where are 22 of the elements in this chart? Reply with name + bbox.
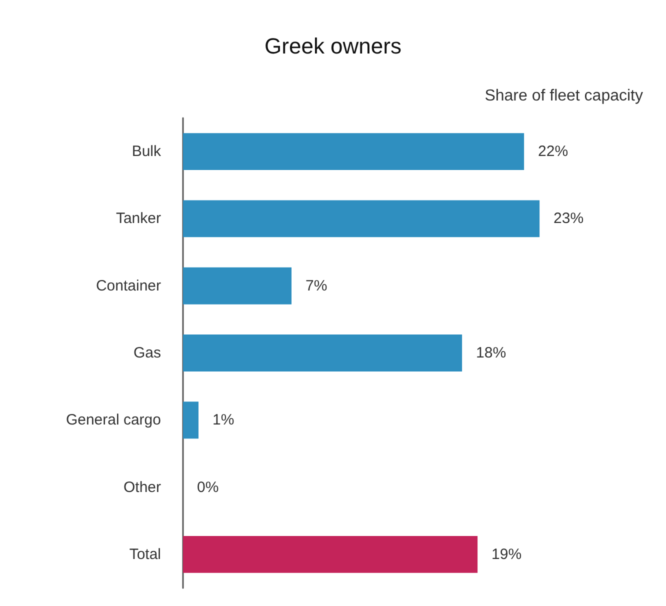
y-tick-label: Total [129, 546, 161, 563]
y-tick-label: General cargo [66, 412, 161, 429]
chart-title: Greek owners [264, 34, 402, 58]
bar [183, 200, 540, 238]
y-tick-label: Other [123, 478, 162, 496]
y-tick-label: Gas [133, 344, 161, 362]
data-label: 1% [212, 412, 234, 429]
data-label: 0% [197, 478, 219, 496]
data-label: 23% [554, 210, 584, 228]
bar [183, 402, 199, 439]
bar [183, 133, 524, 170]
x-axis-title: Share of fleet capacity [484, 88, 643, 104]
bar [183, 536, 478, 573]
y-tick-label: Bulk [132, 143, 162, 160]
data-label: 18% [476, 344, 506, 362]
bar [183, 267, 292, 304]
bar [183, 334, 462, 372]
data-label: 19% [492, 546, 522, 563]
y-tick-label: Container [96, 277, 161, 294]
data-label: 22% [538, 143, 568, 160]
y-tick-label: Tanker [116, 210, 161, 228]
data-label: 7% [306, 277, 328, 294]
